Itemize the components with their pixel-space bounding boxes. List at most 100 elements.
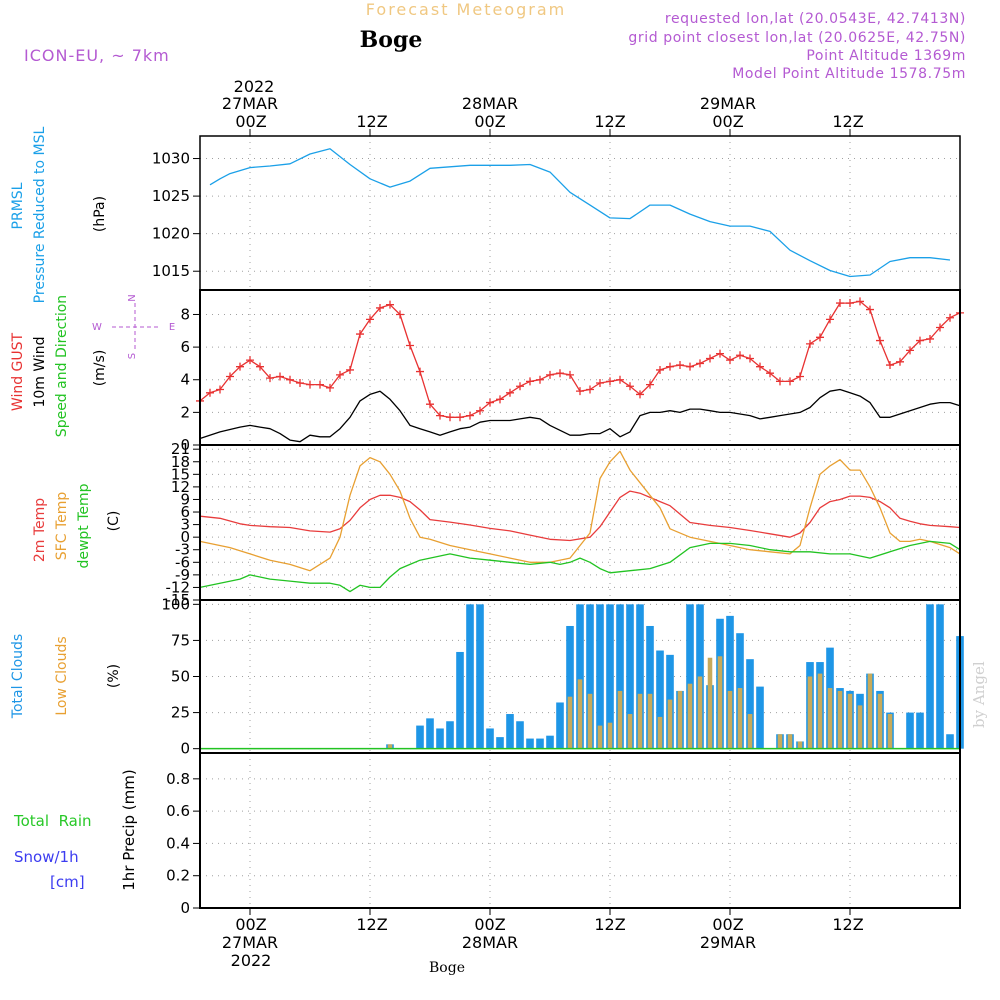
precip-unit: 1hr Precip (mm): [120, 769, 138, 890]
total-cloud-bar: [476, 604, 484, 749]
low-cloud-bar: [887, 714, 893, 749]
top-tick-1: 12Z: [356, 112, 387, 131]
low-cloud-bar: [607, 722, 613, 749]
clouds-ytick-label-3: 75: [171, 631, 190, 649]
gust-marker: [776, 377, 784, 386]
pressure-label-main: PRMSL: [10, 182, 26, 229]
gust-marker: [356, 330, 364, 339]
total-cloud-bar: [486, 728, 494, 749]
total-cloud-bar: [536, 738, 544, 749]
low-cloud-bar: [667, 699, 673, 749]
low-cloud-bar: [387, 744, 393, 749]
cloud-low-label: Low Clouds: [54, 636, 70, 715]
top-tick-2: 00Z: [474, 112, 505, 131]
total-cloud-bar: [726, 615, 734, 749]
total-cloud-bar: [546, 735, 554, 749]
model-label: ICON-EU, ~ 7km: [24, 46, 170, 65]
gust-marker: [926, 334, 934, 343]
gust-marker: [656, 365, 664, 374]
low-cloud-bar: [687, 683, 693, 749]
low-cloud-bar: [567, 696, 573, 749]
clouds-ytick-label-2: 50: [171, 668, 190, 686]
low-cloud-bar: [737, 688, 743, 749]
low-cloud-bar: [697, 676, 703, 749]
gust-marker: [836, 299, 844, 308]
gust-marker: [216, 385, 224, 394]
total-cloud-bar: [906, 712, 914, 749]
temp-2m-label: 2m Temp: [32, 498, 48, 562]
low-cloud-bar: [837, 690, 843, 749]
low-cloud-bar: [627, 714, 633, 749]
gust-marker: [406, 341, 414, 350]
compass-e: E: [169, 322, 175, 333]
gust-marker: [616, 375, 624, 384]
gust-marker: [666, 362, 674, 371]
low-cloud-bar: [777, 734, 783, 749]
low-cloud-bar: [637, 693, 643, 749]
gust-marker: [376, 303, 384, 312]
gust-marker: [226, 372, 234, 381]
temp-ytick-label-1: -12: [166, 578, 191, 596]
total-cloud-bar: [436, 728, 444, 749]
precip-ytick-label-2: 0.4: [166, 834, 190, 852]
bottom-tick-5: 12Z: [832, 915, 863, 934]
bottom-tick-4: 00Z: [712, 915, 743, 934]
top-tick-5: 12Z: [832, 112, 863, 131]
total-cloud-bar: [626, 604, 634, 749]
gust-marker: [546, 370, 554, 379]
pressure-panel: 1015 1020 1025 1030: [152, 135, 961, 291]
wind-ytick-label-4: 8: [180, 305, 190, 323]
bottom-tick-0: 00Z: [235, 915, 266, 934]
gust-marker: [746, 354, 754, 363]
precip-panel: 0 0.2 0.4 0.6 0.8: [166, 752, 961, 917]
gust-marker: [626, 382, 634, 391]
gust-marker: [686, 362, 694, 371]
chart-title: Forecast Meteogram: [366, 0, 566, 19]
low-cloud-bar: [787, 734, 793, 749]
bottom-date-1: 28MAR: [462, 933, 518, 952]
total-cloud-bar: [606, 604, 614, 749]
total-cloud-bar: [416, 725, 424, 749]
low-cloud-bar: [857, 705, 863, 749]
total-cloud-bar: [686, 604, 694, 749]
temp-ytick-label-4: -3: [175, 541, 190, 559]
total-cloud-bar: [926, 604, 934, 749]
top-date-0: 27MAR: [222, 94, 278, 113]
gust-marker: [606, 377, 614, 386]
total-cloud-bar: [566, 625, 574, 749]
precip-ytick-label-1: 0.2: [166, 867, 190, 885]
low-cloud-bar: [597, 725, 603, 749]
dewpt-temp-line: [199, 540, 961, 593]
low-cloud-bar: [577, 679, 583, 749]
temp-dew-label: dewpt Temp: [76, 483, 92, 568]
temp-ytick-label-3: -6: [175, 553, 190, 571]
total-cloud-bar: [756, 686, 764, 749]
gust-marker: [576, 387, 584, 396]
low-cloud-bar: [647, 693, 653, 749]
precip-cm-label: [cm]: [50, 873, 85, 891]
bottom-tick-2: 00Z: [474, 915, 505, 934]
low-cloud-bar: [717, 656, 723, 749]
sfc-temp-line: [199, 450, 961, 572]
bottom-date-0: 27MAR: [222, 933, 278, 952]
cloud-total-label: Total Clouds: [10, 634, 26, 719]
temp-ytick-label-12: 21: [171, 440, 190, 458]
compass-n: N: [127, 294, 138, 301]
low-cloud-bar: [817, 673, 823, 749]
gust-marker: [566, 370, 574, 379]
gust-marker: [436, 411, 444, 420]
requested-coords: requested lon,lat (20.0543E, 42.7413N): [665, 11, 966, 27]
gust-marker: [456, 413, 464, 422]
total-cloud-bar: [616, 604, 624, 749]
wind-frame: [199, 289, 961, 446]
cloud-unit: (%): [106, 664, 122, 688]
top-tick-4: 00Z: [712, 112, 743, 131]
total-cloud-bar: [526, 738, 534, 749]
gust-marker: [636, 390, 644, 399]
temp-ytick-label-5: 0: [180, 528, 190, 546]
compass-w: W: [92, 322, 102, 333]
gust-marker: [706, 354, 714, 363]
prmsl-line: [209, 148, 951, 278]
total-cloud-bar: [516, 721, 524, 749]
gust-marker: [586, 385, 594, 394]
